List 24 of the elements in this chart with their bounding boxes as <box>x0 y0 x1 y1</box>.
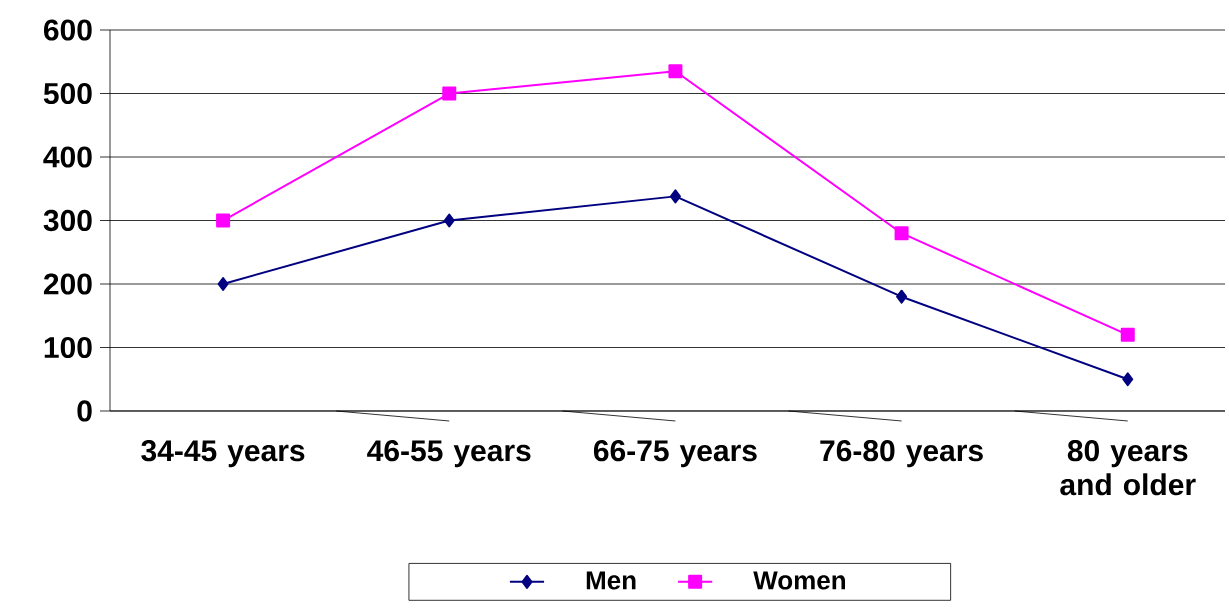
point <box>1120 327 1135 342</box>
point <box>442 86 457 101</box>
point <box>217 277 229 291</box>
y-tick-label: 0 <box>77 400 92 422</box>
point <box>669 189 681 204</box>
point <box>894 226 909 241</box>
point <box>1122 372 1134 387</box>
legend-label: Men <box>586 571 636 590</box>
y-tick-label: 600 <box>43 19 92 41</box>
point <box>216 213 231 228</box>
point <box>668 64 683 79</box>
y-tick-label: 500 <box>43 82 92 105</box>
x-tick-label: 34-45 years <box>141 440 305 468</box>
y-tick-label: 200 <box>43 273 92 295</box>
x-tick-label: 46-55 years <box>367 440 531 468</box>
y-tick-label: 300 <box>43 209 92 232</box>
x-tick-label: 80 years and older <box>1060 440 1196 496</box>
y-tick-label: 400 <box>43 146 92 168</box>
x-tick-label: 76-80 years <box>820 440 983 468</box>
point <box>443 213 455 228</box>
legend-label: Women <box>753 571 846 590</box>
y-tick-label: 100 <box>44 336 92 359</box>
x-tick-label: 66-75 years <box>593 440 757 468</box>
point <box>896 289 908 304</box>
